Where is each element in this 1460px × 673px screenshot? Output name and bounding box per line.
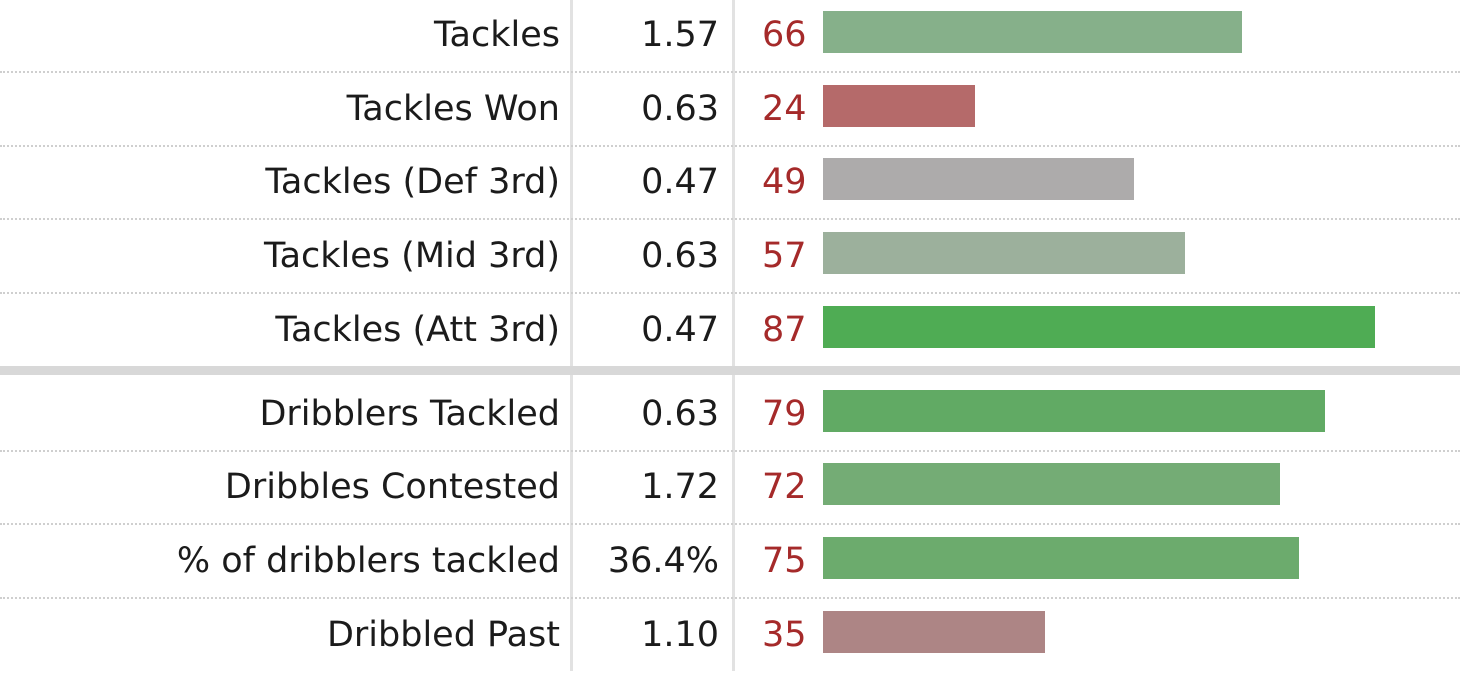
stat-value: 0.47 — [641, 310, 719, 350]
percentile-label: 79 — [762, 394, 807, 434]
stat-row: Tackles (Mid 3rd) 0.63 57 — [0, 221, 1460, 294]
stat-value: 0.47 — [641, 162, 719, 202]
percentile-bar — [823, 537, 1299, 579]
percentile-label: 49 — [762, 162, 807, 202]
stat-row: % of dribblers tackled 36.4% 75 — [0, 526, 1460, 599]
stat-value: 1.57 — [641, 15, 719, 55]
group-separator — [0, 366, 1460, 375]
stat-value: 36.4% — [607, 541, 719, 581]
stat-label: Tackles (Def 3rd) — [265, 162, 560, 202]
stat-row: Tackles (Def 3rd) 0.47 49 — [0, 147, 1460, 220]
stat-row: Dribbled Past 1.10 35 — [0, 600, 1460, 673]
column-divider-value — [732, 0, 735, 671]
stat-value: 0.63 — [641, 89, 719, 129]
stat-row: Dribbles Contested 1.72 72 — [0, 452, 1460, 525]
percentile-label: 87 — [762, 310, 807, 350]
percentile-bar — [823, 158, 1134, 200]
percentile-bar — [823, 232, 1185, 274]
stat-row: Tackles Won 0.63 24 — [0, 74, 1460, 147]
percentile-bar — [823, 11, 1242, 53]
percentile-bar — [823, 390, 1325, 432]
stat-label: Tackles (Att 3rd) — [275, 310, 560, 350]
percentile-label: 75 — [762, 541, 807, 581]
percentile-label: 57 — [762, 236, 807, 276]
stat-label: Tackles — [433, 15, 560, 55]
stat-label: Tackles Won — [346, 89, 560, 129]
stat-label: Tackles (Mid 3rd) — [264, 236, 560, 276]
column-divider-label — [570, 0, 573, 671]
stat-value: 0.63 — [641, 236, 719, 276]
stat-value: 0.63 — [641, 394, 719, 434]
percentile-bar — [823, 85, 975, 127]
stat-value: 1.10 — [641, 615, 719, 655]
stat-row: Tackles 1.57 66 — [0, 0, 1460, 73]
percentile-bar — [823, 611, 1045, 653]
stat-row: Tackles (Att 3rd) 0.47 87 — [0, 295, 1460, 368]
stat-label: Dribbled Past — [326, 615, 560, 655]
percentile-label: 72 — [762, 467, 807, 507]
stat-value: 1.72 — [641, 467, 719, 507]
stat-label: % of dribblers tackled — [176, 541, 560, 581]
percentile-bar — [823, 463, 1280, 505]
percentile-bar — [823, 306, 1375, 348]
percentile-label: 35 — [762, 615, 807, 655]
percentile-label: 24 — [762, 89, 807, 129]
stat-label: Dribblers Tackled — [259, 394, 560, 434]
stat-row: Dribblers Tackled 0.63 79 — [0, 379, 1460, 452]
percentile-label: 66 — [762, 15, 807, 55]
stat-label: Dribbles Contested — [224, 467, 560, 507]
